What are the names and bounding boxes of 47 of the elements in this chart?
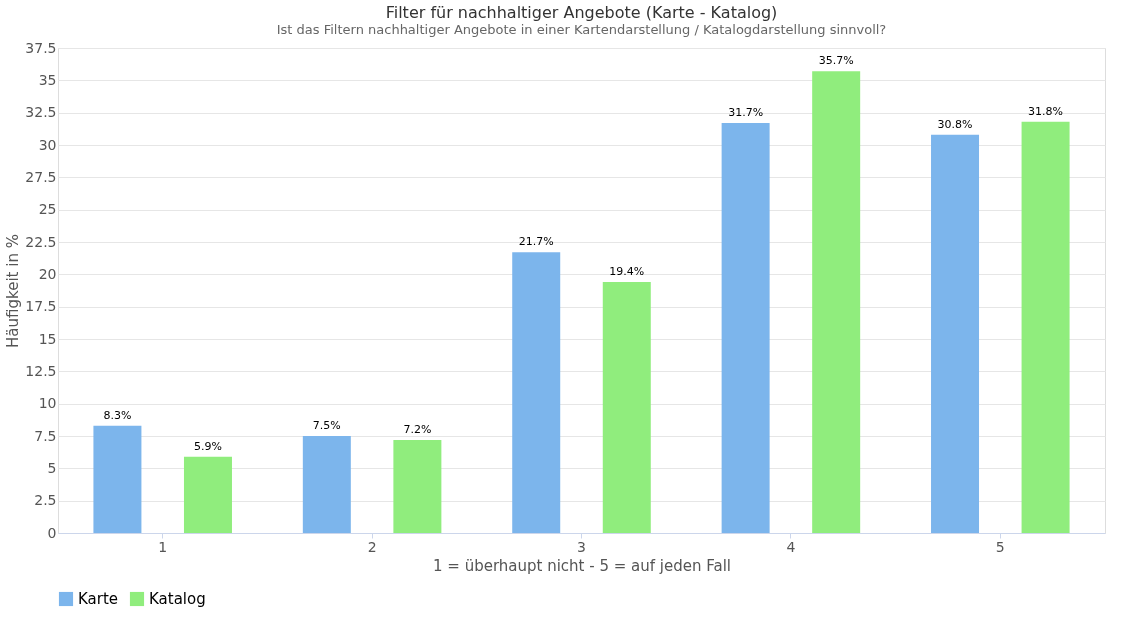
x-tick-label: 4 bbox=[786, 538, 796, 555]
data-label: 5.9% bbox=[194, 439, 222, 453]
y-tick-label: 12.5 bbox=[25, 362, 57, 379]
x-tick-label: 1 bbox=[158, 538, 168, 555]
legend-label: Katalog bbox=[149, 590, 206, 608]
bar bbox=[93, 425, 142, 533]
data-label: 19.4% bbox=[609, 265, 645, 279]
y-tick-label: 22.5 bbox=[25, 233, 57, 250]
data-label: 7.2% bbox=[403, 422, 432, 436]
y-tick-label: 25 bbox=[38, 201, 57, 218]
legend-label: Karte bbox=[78, 590, 119, 608]
y-tick-label: 30 bbox=[38, 136, 57, 153]
y-tick-label: 5 bbox=[47, 459, 57, 476]
chart-subtitle: Ist das Filtern nachhaltiger Angebote in einer Kartendarstellung / Katalogdarstellung sinnvoll? bbox=[276, 22, 887, 37]
y-tick-label: 2.5 bbox=[34, 492, 57, 509]
bar bbox=[393, 439, 442, 533]
bar bbox=[602, 282, 651, 533]
y-tick-label: 15 bbox=[38, 330, 57, 347]
bar bbox=[183, 456, 232, 533]
bar bbox=[512, 252, 561, 533]
bar bbox=[931, 134, 980, 533]
y-tick-label: 20 bbox=[38, 265, 57, 282]
bar bbox=[302, 436, 351, 533]
chart-title: Filter für nachhaltiger Angebote (Karte - Katalog) bbox=[385, 3, 778, 22]
y-axis-title: Häufigkeit in % bbox=[4, 234, 23, 348]
bar bbox=[721, 123, 770, 533]
x-tick-label: 2 bbox=[367, 538, 377, 555]
x-tick-label: 3 bbox=[577, 538, 586, 555]
y-tick-label: 17.5 bbox=[25, 298, 57, 315]
y-tick-label: 7.5 bbox=[34, 427, 57, 444]
x-axis-title: 1 = überhaupt nicht - 5 = auf jeden Fall bbox=[432, 556, 732, 575]
y-tick-label: 35 bbox=[38, 71, 57, 88]
bar bbox=[812, 71, 861, 533]
data-label: 8.3% bbox=[103, 408, 132, 422]
y-tick-label: 27.5 bbox=[25, 168, 57, 185]
y-tick-label: 10 bbox=[38, 395, 57, 412]
data-label: 35.7% bbox=[818, 54, 854, 68]
x-tick-label: 5 bbox=[995, 538, 1005, 555]
data-label: 31.7% bbox=[728, 106, 764, 120]
data-label: 31.8% bbox=[1028, 104, 1064, 118]
bar bbox=[1021, 121, 1070, 533]
y-tick-label: 37.5 bbox=[25, 39, 57, 56]
data-label: 7.5% bbox=[312, 419, 341, 432]
y-tick-label: 0 bbox=[47, 524, 57, 541]
y-tick-label: 32.5 bbox=[25, 104, 57, 121]
data-label: 21.7% bbox=[518, 235, 554, 249]
data-label: 30.8% bbox=[937, 117, 973, 131]
